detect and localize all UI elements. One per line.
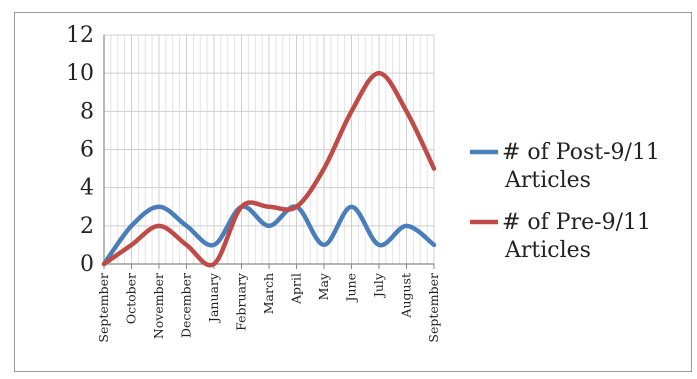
axes	[103, 35, 435, 269]
y-tick-label: 0	[80, 252, 94, 277]
x-tick-label: May	[316, 272, 331, 300]
x-tick-label: June	[344, 273, 359, 304]
x-tick-label: July	[371, 272, 386, 299]
y-tick-label: 2	[80, 214, 94, 239]
x-tick-label: August	[399, 273, 414, 319]
x-tick-label: December	[179, 273, 194, 338]
y-tick-label: 8	[80, 99, 94, 124]
ticks: 0 2 4 6 8 10 12 September October November Decembe…	[66, 23, 441, 343]
x-tick-label: February	[234, 272, 249, 331]
legend-label-1: # of Post-9/11 Articles	[502, 140, 660, 193]
x-tick-label: September	[426, 273, 441, 343]
x-tick-label: April	[289, 273, 304, 305]
y-tick-label: 6	[80, 138, 94, 163]
legend-label-2: # of Pre-9/11 Articles	[502, 210, 651, 263]
series-line-2	[101, 70, 437, 268]
chart-frame	[14, 12, 692, 372]
x-tick-label: March	[261, 273, 276, 314]
x-tick-label: November	[151, 273, 166, 339]
x-tick-label: January	[206, 272, 221, 324]
series-layer	[101, 70, 437, 268]
y-tick-label: 4	[80, 176, 94, 201]
legend: # of Post-9/11 Articles # of Pre-9/11 Artic…	[470, 140, 660, 263]
x-tick-label: October	[124, 273, 139, 324]
x-tick-label: September	[96, 273, 111, 343]
y-tick-label: 10	[66, 61, 94, 86]
series-line-1	[101, 204, 437, 267]
y-tick-label: 12	[66, 23, 94, 48]
